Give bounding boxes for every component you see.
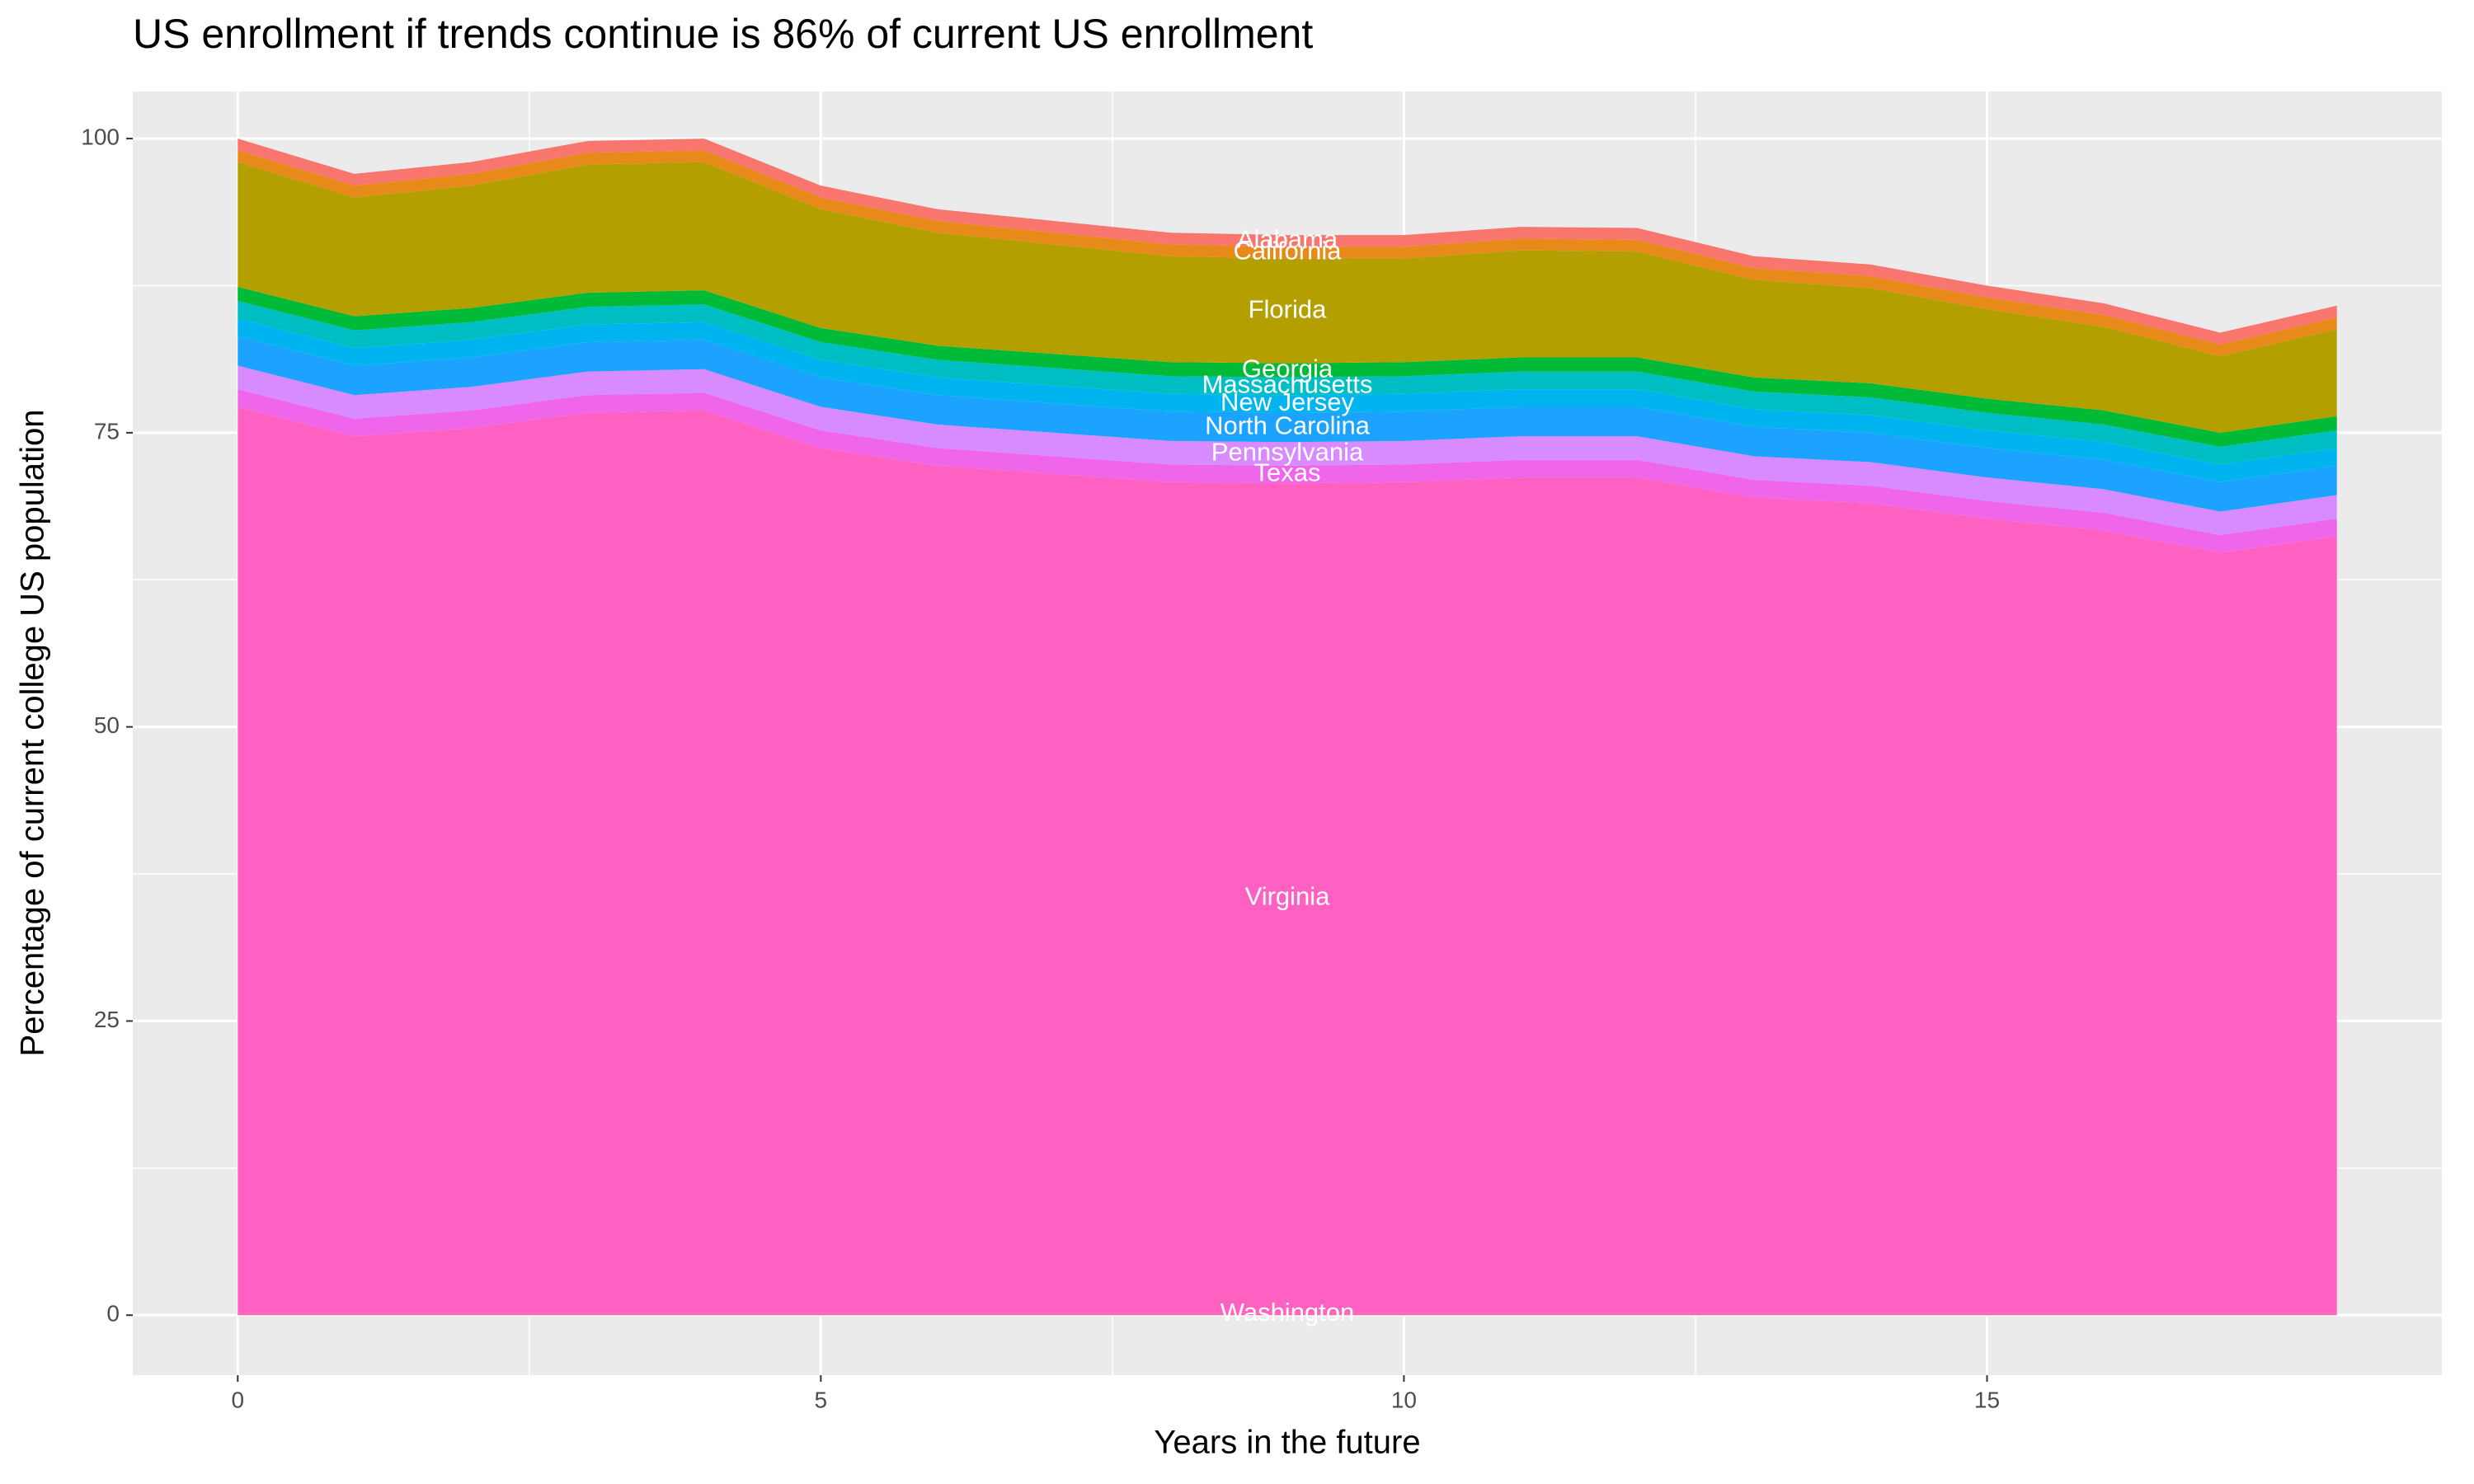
area	[238, 286, 2337, 447]
y-axis-title: Percentage of current college US populat…	[15, 410, 51, 1057]
y-tick-label: 100	[81, 124, 120, 149]
series-label: Florida	[1249, 294, 1328, 323]
series-label: Washington	[1221, 1298, 1355, 1327]
x-tick-label: 5	[815, 1387, 828, 1412]
series-label: North Carolina	[1205, 411, 1371, 440]
y-tick-label: 0	[106, 1301, 120, 1327]
area	[238, 1313, 2337, 1316]
chart-title: US enrollment if trends continue is 86% …	[133, 11, 1313, 57]
series-label: Pennsylvania	[1211, 438, 1364, 467]
x-tick-label: 0	[231, 1387, 244, 1412]
series-label: New Jersey	[1221, 387, 1354, 416]
y-tick-label: 75	[94, 418, 120, 444]
x-tick-label: 15	[1974, 1387, 2000, 1412]
series-label: California	[1234, 237, 1343, 265]
x-axis-title: Years in the future	[1154, 1425, 1420, 1461]
area	[238, 162, 2337, 433]
y-tick-label: 25	[94, 1007, 120, 1032]
area	[238, 139, 2337, 345]
area	[238, 150, 2337, 357]
series-label: Georgia	[1242, 354, 1333, 383]
x-tick-label: 10	[1391, 1387, 1417, 1412]
area	[238, 336, 2337, 512]
area	[238, 301, 2337, 465]
series-label: Texas	[1254, 458, 1321, 487]
series-label: Virginia	[1245, 881, 1331, 910]
series-label: Alabama	[1237, 224, 1338, 253]
area	[238, 406, 2337, 1313]
area	[238, 318, 2337, 482]
area	[238, 365, 2337, 536]
series-label: Massachusetts	[1202, 370, 1373, 399]
y-tick-label: 50	[94, 712, 120, 738]
area	[238, 389, 2337, 553]
